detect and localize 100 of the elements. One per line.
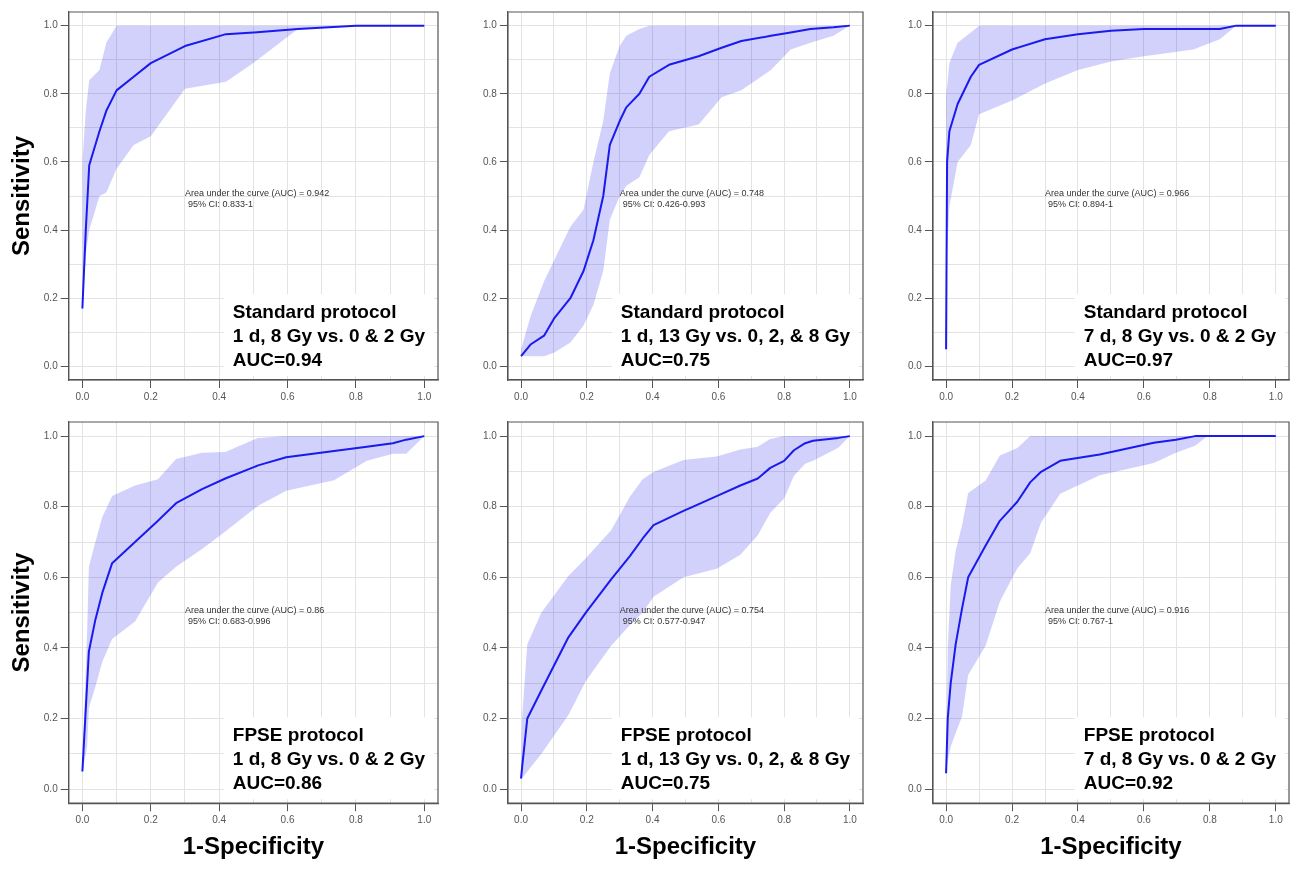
x-tick-label: 0.6	[280, 390, 295, 402]
annotation: Standard protocol	[620, 301, 785, 322]
x-tick-label: 0.6	[1136, 390, 1152, 402]
y-axis-title: Sensitivity	[7, 135, 35, 257]
x-tick-label: 0.4	[645, 390, 660, 402]
annotation: Standard protocol	[1083, 301, 1248, 322]
x-tick-label: 0.8	[1202, 390, 1218, 402]
x-tick-label: 0.6	[280, 813, 295, 825]
y-tick-label: 0.2	[43, 712, 59, 724]
y-tick-label: 0.0	[908, 782, 923, 794]
y-tick-label: 0.8	[908, 87, 923, 99]
annotation: Area under the curve (AUC) = 0.754	[619, 604, 765, 615]
annotation: FPSE protocol	[1083, 724, 1215, 746]
x-tick-label: 1.0	[417, 390, 432, 402]
annotation: AUC=0.94	[232, 349, 323, 370]
y-tick-label: 0.4	[483, 223, 498, 235]
y-tick-label: 1.0	[483, 19, 498, 31]
x-tick-label: 0.4	[1071, 813, 1086, 825]
y-tick-label: 0.2	[483, 712, 498, 724]
x-axis-title: 1-Specificity	[614, 832, 757, 860]
y-tick-label: 0.6	[908, 155, 923, 167]
annotation: Area under the curve (AUC) = 0.942	[184, 188, 330, 198]
y-tick-label: 0.6	[483, 571, 498, 583]
x-tick-label: 0.8	[348, 813, 364, 825]
x-tick-label: 0.4	[645, 813, 660, 825]
y-tick-label: 0.2	[908, 291, 923, 303]
y-tick-label: 0.8	[43, 500, 59, 512]
y-tick-label: 1.0	[483, 429, 498, 441]
annotation: Area under the curve (AUC) = 0.916	[1045, 604, 1190, 615]
x-tick-label: 0.8	[777, 390, 792, 402]
annotation: 95% CI: 0.426-0.993	[622, 199, 706, 209]
annotation: AUC=0.92	[1083, 772, 1174, 794]
x-tick-label: 0.2	[143, 813, 159, 825]
y-tick-label: 0.8	[483, 87, 498, 99]
x-tick-label: 0.0	[75, 813, 90, 825]
annotation: AUC=0.75	[620, 772, 711, 794]
y-tick-label: 0.0	[483, 360, 498, 372]
x-tick-label: 0.4	[1071, 390, 1086, 402]
annotation: AUC=0.75	[620, 349, 711, 370]
y-tick-label: 0.0	[43, 360, 59, 372]
x-tick-label: 0.8	[1202, 813, 1218, 825]
annotation: AUC=0.86	[232, 772, 323, 794]
x-tick-label: 0.6	[711, 813, 726, 825]
y-tick-label: 0.2	[483, 291, 498, 303]
y-tick-label: 0.6	[908, 571, 923, 583]
x-tick-label: 0.4	[212, 390, 227, 402]
y-tick-label: 1.0	[43, 429, 59, 441]
annotation: 1 d, 13 Gy vs. 0, 2, & 8 Gy	[620, 325, 851, 346]
x-tick-label: 0.0	[939, 390, 954, 402]
x-tick-label: 0.2	[579, 390, 595, 402]
y-tick-label: 0.4	[908, 223, 923, 235]
y-tick-label: 0.2	[43, 291, 59, 303]
y-tick-label: 0.0	[43, 782, 59, 794]
annotation: 95% CI: 0.894-1	[1048, 199, 1114, 209]
y-tick-label: 0.2	[908, 712, 923, 724]
x-tick-label: 1.0	[842, 390, 858, 402]
annotation: 7 d, 8 Gy vs. 0 & 2 Gy	[1083, 748, 1277, 770]
x-tick-label: 0.6	[711, 390, 726, 402]
x-tick-label: 0.2	[1005, 390, 1020, 402]
y-tick-label: 1.0	[43, 19, 59, 31]
y-tick-label: 0.4	[483, 641, 498, 653]
y-tick-label: 0.6	[483, 155, 498, 167]
x-tick-label: 0.2	[579, 813, 595, 825]
annotation: 1 d, 8 Gy vs. 0 & 2 Gy	[232, 325, 426, 346]
y-tick-label: 1.0	[908, 19, 923, 31]
x-tick-label: 0.2	[1005, 813, 1020, 825]
annotation: 1 d, 13 Gy vs. 0, 2, & 8 Gy	[620, 748, 851, 770]
y-tick-label: 0.0	[483, 782, 498, 794]
y-tick-label: 0.8	[483, 500, 498, 512]
annotation: 95% CI: 0.833-1	[187, 199, 254, 209]
x-tick-label: 0.4	[212, 813, 227, 825]
annotation: FPSE protocol	[620, 724, 752, 746]
y-tick-label: 0.4	[43, 641, 59, 653]
x-axis-title: 1-Specificity	[1040, 832, 1183, 860]
x-tick-label: 0.0	[514, 813, 529, 825]
y-tick-label: 0.8	[908, 500, 923, 512]
annotation: 1 d, 8 Gy vs. 0 & 2 Gy	[232, 748, 426, 770]
annotation: Area under the curve (AUC) = 0.966	[1045, 188, 1190, 198]
x-tick-label: 1.0	[842, 813, 858, 825]
annotation: Standard protocol	[232, 301, 397, 322]
annotation: 95% CI: 0.767-1	[1048, 615, 1114, 626]
x-tick-label: 0.0	[75, 390, 90, 402]
x-tick-label: 0.6	[1136, 813, 1152, 825]
x-tick-label: 0.2	[143, 390, 159, 402]
y-tick-label: 1.0	[908, 429, 923, 441]
y-axis-title: Sensitivity	[7, 551, 35, 673]
annotation: AUC=0.97	[1083, 349, 1174, 370]
y-tick-label: 0.6	[43, 155, 59, 167]
x-tick-label: 1.0	[1268, 813, 1284, 825]
y-tick-label: 0.4	[43, 223, 59, 235]
x-tick-label: 1.0	[417, 813, 432, 825]
x-tick-label: 0.0	[939, 813, 954, 825]
y-tick-label: 0.0	[908, 360, 923, 372]
x-axis-title: 1-Specificity	[182, 832, 325, 860]
x-tick-label: 1.0	[1268, 390, 1284, 402]
annotation: 95% CI: 0.577-0.947	[622, 615, 706, 626]
annotation: 7 d, 8 Gy vs. 0 & 2 Gy	[1083, 325, 1277, 346]
y-tick-label: 0.8	[43, 87, 59, 99]
y-tick-label: 0.6	[43, 571, 59, 583]
x-tick-label: 0.8	[348, 390, 364, 402]
